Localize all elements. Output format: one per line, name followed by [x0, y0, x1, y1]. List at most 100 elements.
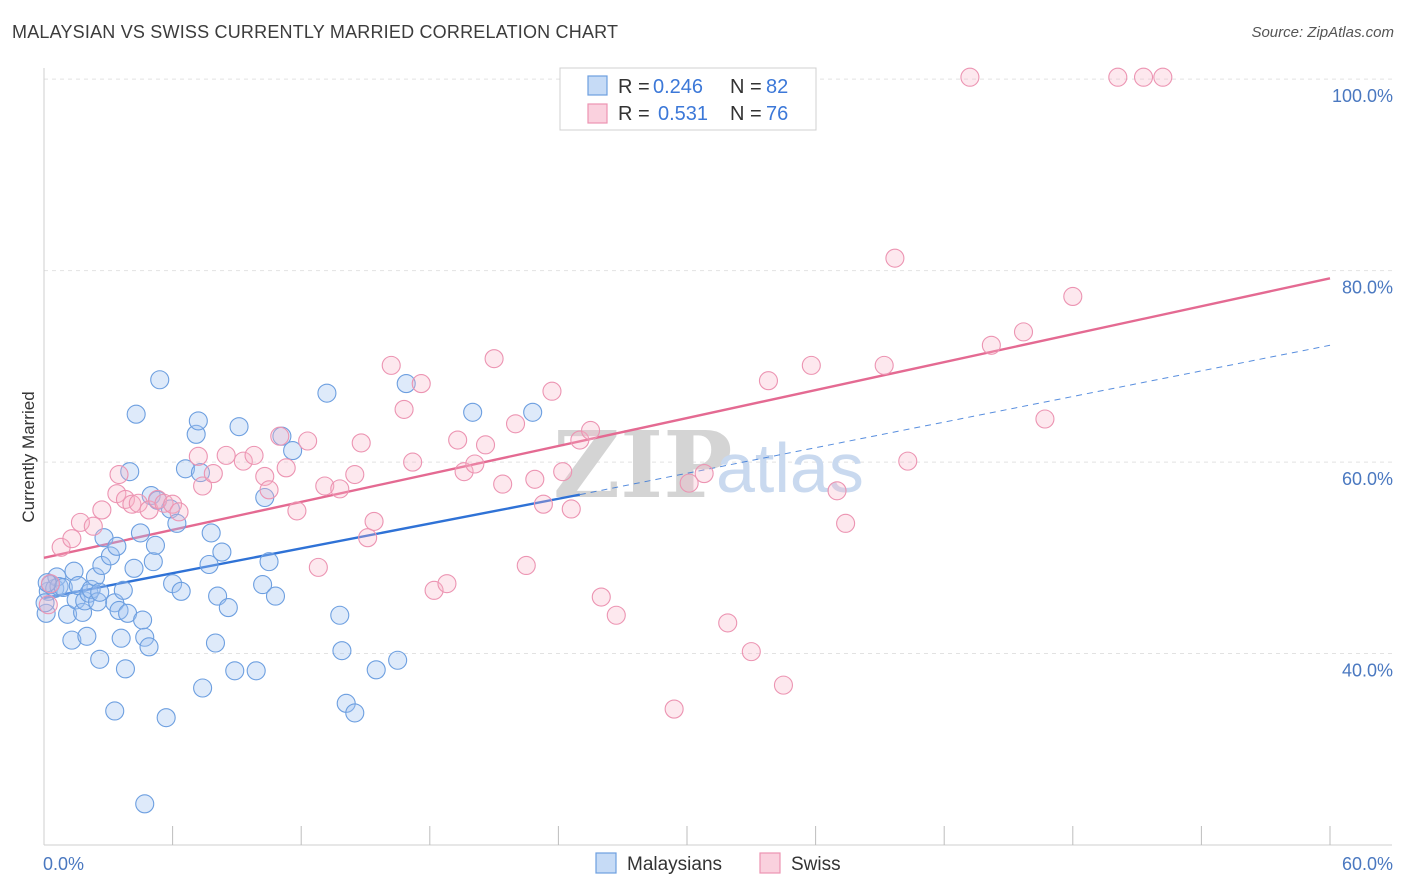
swiss-point	[741, 642, 761, 662]
swiss-point	[193, 476, 213, 496]
legend-r-label-malaysians: R =	[618, 76, 650, 98]
swiss-point	[836, 513, 856, 533]
swiss-point	[1108, 67, 1128, 87]
chart-title: MALAYSIAN VS SWISS CURRENTLY MARRIED COR…	[12, 22, 619, 42]
swiss-point	[351, 433, 371, 453]
swiss-point	[109, 464, 129, 485]
swiss-point	[364, 511, 384, 531]
swiss-trend-line	[43, 277, 1331, 559]
malaysian-point	[259, 552, 279, 572]
swiss-point	[561, 499, 581, 519]
swiss-point	[203, 464, 223, 484]
malaysian-point	[115, 659, 135, 679]
swiss-point	[1035, 409, 1055, 429]
swiss-point	[308, 557, 328, 577]
axes	[43, 68, 1392, 846]
malaysian-point	[212, 542, 232, 562]
malaysian-point	[171, 581, 191, 601]
swiss-point	[475, 435, 496, 455]
malaysian-point	[90, 582, 110, 602]
swiss-point	[188, 446, 208, 466]
swiss-point	[394, 399, 414, 419]
legend-n-label-swiss: N =	[730, 103, 762, 125]
malaysian-point	[201, 523, 221, 543]
legend-r-label-swiss: R =	[618, 103, 650, 125]
swiss-point	[83, 516, 103, 536]
watermark-atlas: atlas	[716, 429, 864, 507]
swiss-point	[874, 355, 894, 375]
malaysian-point	[73, 602, 93, 622]
y-tick-label: 100.0%	[1332, 86, 1393, 106]
malaysian-point	[113, 580, 133, 600]
legend-r-value-malaysians: 0.246	[653, 76, 703, 98]
series-legend-swiss: Swiss	[791, 854, 841, 875]
swiss-point	[542, 381, 562, 401]
swiss-points	[38, 67, 1173, 719]
swiss-point	[454, 462, 474, 482]
swiss-point	[801, 355, 821, 375]
malaysian-point	[120, 462, 140, 482]
malaysians-trend-line	[43, 493, 581, 600]
legend-swatch-swiss	[587, 103, 608, 124]
swiss-point	[465, 454, 485, 474]
watermark: ZIP atlas	[553, 411, 864, 519]
malaysian-point	[388, 650, 408, 670]
malaysian-point	[317, 383, 337, 403]
swiss-point	[1013, 322, 1034, 342]
swiss-point	[163, 494, 183, 514]
swiss-point	[570, 430, 590, 450]
malaysian-point	[145, 535, 166, 555]
swiss-point	[298, 431, 318, 451]
swiss-point	[1153, 67, 1173, 87]
swiss-point	[505, 414, 526, 434]
y-tick-label: 80.0%	[1342, 278, 1393, 298]
malaysian-point	[366, 660, 386, 680]
malaysian-point	[167, 513, 187, 533]
swiss-point	[1133, 67, 1154, 87]
malaysian-point	[105, 701, 125, 721]
swiss-point	[270, 426, 290, 446]
malaysian-point	[126, 404, 146, 424]
malaysian-point	[135, 627, 155, 647]
swiss-point	[1063, 286, 1083, 307]
swiss-point	[591, 587, 611, 607]
malaysian-point	[225, 661, 245, 681]
swiss-point	[233, 451, 253, 471]
swiss-point	[38, 595, 58, 615]
swiss-point	[960, 67, 980, 87]
malaysian-point	[188, 411, 208, 431]
swiss-point	[679, 473, 699, 493]
malaysian-point	[62, 630, 82, 650]
malaysian-point	[283, 441, 303, 461]
swiss-point	[525, 469, 545, 489]
trend-lines	[43, 277, 1331, 600]
swiss-point	[330, 479, 350, 499]
malaysian-point	[523, 402, 543, 422]
malaysian-point	[124, 558, 144, 578]
swiss-point	[827, 481, 847, 501]
swiss-point	[493, 474, 513, 494]
malaysian-point	[100, 546, 120, 566]
swiss-point	[122, 494, 142, 514]
malaysian-point	[143, 552, 163, 572]
malaysian-point	[111, 628, 131, 648]
malaysian-point	[107, 536, 127, 556]
malaysian-point	[199, 554, 219, 575]
malaysian-point	[246, 661, 266, 681]
swiss-point	[62, 529, 82, 549]
swiss-point	[411, 374, 431, 394]
malaysian-point	[345, 703, 365, 723]
swiss-point	[898, 451, 918, 471]
swiss-point	[40, 574, 60, 594]
grid-lines	[44, 78, 1392, 655]
swiss-point	[718, 613, 738, 633]
swiss-point	[403, 452, 423, 472]
swiss-point	[276, 458, 296, 478]
series-legend-malaysians: Malaysians	[627, 854, 722, 875]
malaysian-point	[265, 586, 286, 606]
y-axis-label: Currently Married	[19, 391, 38, 522]
malaysian-point	[253, 575, 273, 595]
malaysian-point	[332, 641, 352, 661]
swiss-point	[606, 605, 626, 625]
malaysian-point	[156, 708, 176, 728]
